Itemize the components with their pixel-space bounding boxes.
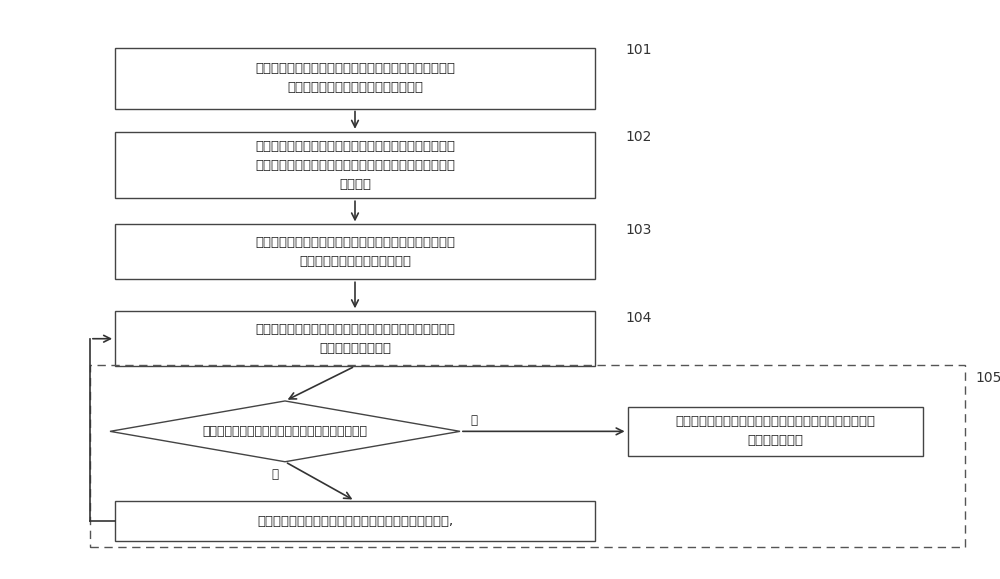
- Text: 是: 是: [470, 414, 477, 427]
- FancyBboxPatch shape: [115, 225, 595, 280]
- Text: 海上风电交流并网系统的相位裕度是否达到阈值？: 海上风电交流并网系统的相位裕度是否达到阈值？: [202, 425, 368, 438]
- Text: 根据电网侧阻抗数学模型和电源侧阻抗数学模型，绘制电
网侧阻抗和电源侧阻抗的伯德图: 根据电网侧阻抗数学模型和电源侧阻抗数学模型，绘制电 网侧阻抗和电源侧阻抗的伯德图: [255, 236, 455, 268]
- Text: 102: 102: [625, 130, 651, 144]
- FancyBboxPatch shape: [628, 406, 923, 456]
- Polygon shape: [110, 401, 460, 462]
- Text: 海上风电交流并网系统的小信号序阻抗等效模型，计算海
上风电交流并网系统的电网侧阻抗数学模型和电源侧阻抗
数学模型: 海上风电交流并网系统的小信号序阻抗等效模型，计算海 上风电交流并网系统的电网侧阻…: [255, 140, 455, 190]
- FancyBboxPatch shape: [115, 501, 595, 541]
- Text: 105: 105: [975, 371, 1000, 384]
- Text: 根据电网侧阻抗和电源侧阻抗的伯德图计算海上风电交流
并网系统的相位裕度: 根据电网侧阻抗和电源侧阻抗的伯德图计算海上风电交流 并网系统的相位裕度: [255, 323, 455, 355]
- FancyBboxPatch shape: [115, 132, 595, 198]
- Text: 104: 104: [625, 311, 651, 325]
- FancyBboxPatch shape: [115, 312, 595, 367]
- Text: 103: 103: [625, 223, 651, 237]
- Text: 根据海上风电交流并网系统的系统接线图，建立海上风电
交流并网系统的小信号序阻抗等效模型: 根据海上风电交流并网系统的系统接线图，建立海上风电 交流并网系统的小信号序阻抗等…: [255, 62, 455, 94]
- Text: 101: 101: [625, 43, 652, 57]
- Text: 输出使得海上风电交流并网系统的相位裕度达到阈值对应
的预置参数的值: 输出使得海上风电交流并网系统的相位裕度达到阈值对应 的预置参数的值: [675, 415, 875, 448]
- FancyBboxPatch shape: [115, 48, 595, 109]
- Text: 调节影响海上风电交流并网系统的相位裕度的预置参数,: 调节影响海上风电交流并网系统的相位裕度的预置参数,: [257, 515, 453, 527]
- Text: 否: 否: [271, 468, 278, 481]
